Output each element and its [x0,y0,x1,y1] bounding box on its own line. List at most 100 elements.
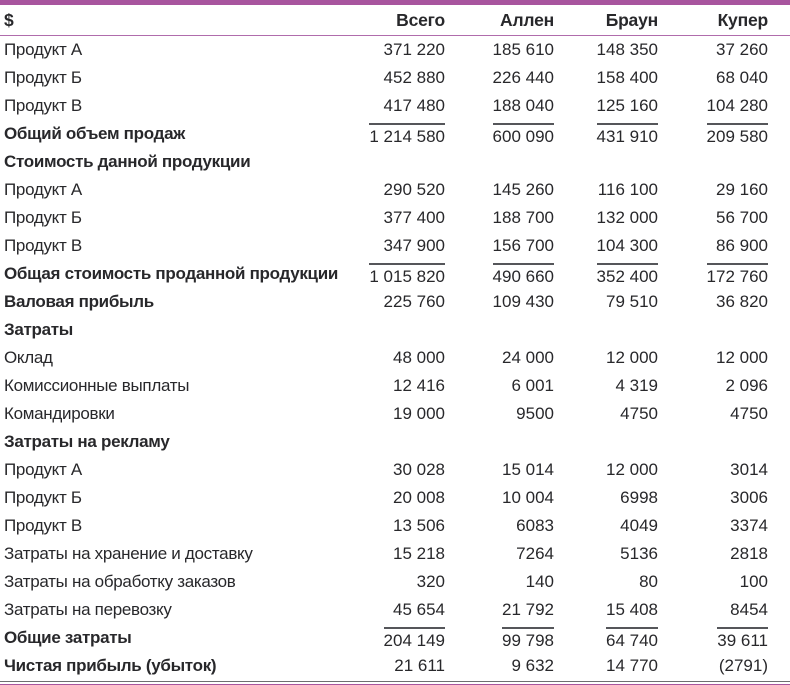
cell-value: 600 090 [445,120,554,148]
table-row: Продукт Б 377 400 188 700 132 000 56 700 [0,204,790,232]
cell-value: 140 [525,572,554,591]
cell-value: 6998 [620,488,658,507]
cell-value: 4 319 [615,376,658,395]
cell-value: 417 480 [383,96,445,115]
net-profit-row: Чистая прибыль (убыток) 21 611 9 632 14 … [0,652,790,680]
cell-value: 148 350 [596,40,658,59]
cell-value: 116 100 [597,180,658,199]
cell-empty [345,316,445,344]
cell-empty [658,316,790,344]
row-label: Чистая прибыль (убыток) [4,656,217,675]
table-row: Продукт А 371 220 185 610 148 350 37 260 [0,36,790,65]
header-row: $ Всего Аллен Браун Купер [0,5,790,36]
cell-value: 320 [416,572,445,591]
cell-value: 79 510 [606,292,658,311]
cell-empty [445,316,554,344]
cell-value: 56 700 [716,208,768,227]
column-header-brown: Браун [605,9,659,30]
cell-value: 39 611 [658,624,790,652]
section-row: Затраты [0,316,790,344]
cell-value: 1 214 580 [345,120,445,148]
cell-value: 99 798 [445,624,554,652]
table-row: Продукт В 417 480 188 040 125 160 104 28… [0,92,790,120]
cell-value: 347 900 [383,236,445,255]
cell-value: 352 400 [554,260,658,288]
cell-value: 209 580 [658,120,790,148]
section-label: Стоимость данной продукции [4,152,251,171]
row-label: Оклад [4,348,53,367]
cell-value: 9 632 [511,656,554,675]
table-row: Комиссионные выплаты 12 416 6 001 4 319 … [0,372,790,400]
cell-value: 132 000 [596,208,658,227]
cell-value: 15 218 [393,544,445,563]
cell-value: 6083 [516,516,554,535]
cell-value: 10 004 [502,488,554,507]
cell-value: 4750 [730,404,768,423]
cell-value: 7264 [516,544,554,563]
cell-value: 109 430 [492,292,554,311]
cell-value: 64 740 [554,624,658,652]
row-label: Затраты на перевозку [4,600,172,619]
column-header-total: Всего [396,9,445,30]
cell-value: 14 770 [606,656,658,675]
cell-value: 48 000 [393,348,445,367]
cell-value: 2818 [730,544,768,563]
cell-value: 4049 [620,516,658,535]
table-row: Затраты на перевозку 45 654 21 792 15 40… [0,596,790,624]
row-label: Продукт Б [4,68,82,87]
cell-value: 5136 [620,544,658,563]
table-row: Продукт Б 452 880 226 440 158 400 68 040 [0,64,790,92]
cell-value: 86 900 [716,236,768,255]
cell-value: 3374 [730,516,768,535]
cell-value: 24 000 [502,348,554,367]
cell-value: 377 400 [383,208,445,227]
row-label: Продукт А [4,180,82,199]
section-row: Стоимость данной продукции [0,148,790,176]
cell-value: 2 096 [725,376,768,395]
row-label: Общий объем продаж [4,124,185,143]
row-label: Затраты на хранение и доставку [4,544,253,563]
bottom-double-rule [0,681,790,685]
cell-value: 371 220 [383,40,445,59]
cell-value: 158 400 [596,68,658,87]
section-row: Затраты на рекламу [0,428,790,456]
cell-value: 3006 [730,488,768,507]
table-row: Затраты на хранение и доставку 15 218 72… [0,540,790,568]
cell-value: 8454 [730,600,768,619]
column-header-allen: Аллен [500,9,554,30]
cell-value: 15 408 [606,600,658,619]
cell-value: 172 760 [658,260,790,288]
cell-empty [554,428,658,456]
cell-empty [658,428,790,456]
row-label: Продукт Б [4,488,82,507]
row-label: Общая стоимость проданной продукции [4,264,339,283]
cell-value: 29 160 [716,180,768,199]
row-label: Продукт Б [4,208,82,227]
cell-value: 188 040 [492,96,554,115]
cell-value: 185 610 [492,40,554,59]
cell-value: 3014 [730,460,768,479]
cell-empty [658,148,790,176]
row-label: Продукт В [4,516,82,535]
cell-value: 452 880 [383,68,445,87]
total-row: Общие затраты 204 149 99 798 64 740 39 6… [0,624,790,652]
cell-empty [345,148,445,176]
cell-value: 225 760 [383,292,445,311]
column-header-cooper: Купер [717,9,769,30]
cell-value: 30 028 [393,460,445,479]
table-row: Оклад 48 000 24 000 12 000 12 000 [0,344,790,372]
cell-value: 19 000 [393,404,445,423]
section-label: Затраты [4,320,74,339]
subtotal-row: Валовая прибыль 225 760 109 430 79 510 3… [0,288,790,316]
cell-value: 21 611 [394,656,445,675]
financial-table: $ Всего Аллен Браун Купер Продукт А 371 … [0,5,790,680]
row-label: Продукт В [4,236,82,255]
cell-value: 13 506 [393,516,445,535]
table-row: Продукт В 347 900 156 700 104 300 86 900 [0,232,790,260]
cell-value: 104 280 [706,96,768,115]
table-row: Продукт А 290 520 145 260 116 100 29 160 [0,176,790,204]
cell-empty [554,148,658,176]
cell-value: 431 910 [554,120,658,148]
cell-value: 1 015 820 [345,260,445,288]
